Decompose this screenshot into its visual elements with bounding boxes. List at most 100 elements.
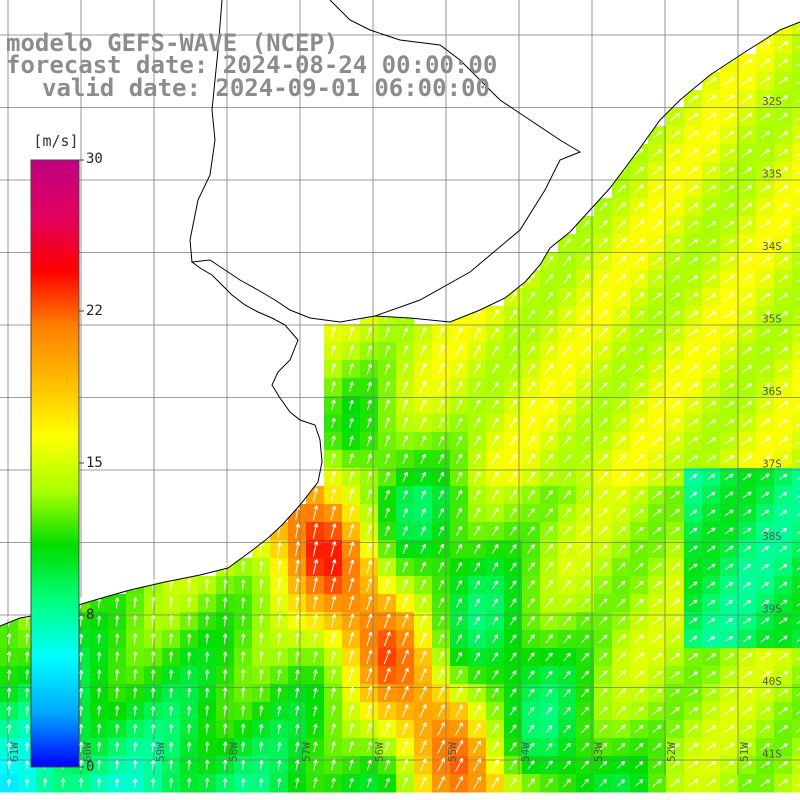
wind-arrow [707, 635, 716, 643]
wind-arrow [545, 490, 553, 500]
longitude-label: 54W [519, 742, 532, 762]
wind-arrow [633, 472, 645, 482]
wind-arrow [778, 599, 788, 607]
wind-arrow [777, 22, 789, 31]
wind-arrow [150, 760, 156, 770]
wind-arrow [402, 490, 408, 500]
wind-arrow [616, 761, 626, 769]
wind-arrow [777, 382, 789, 391]
wind-speed-cell [792, 540, 800, 559]
wind-arrow [402, 579, 409, 591]
wind-arrow [313, 651, 318, 663]
colorbar-tick: 30 [86, 151, 103, 167]
wind-arrow [331, 687, 336, 699]
longitude-label: 56W [373, 742, 386, 762]
wind-arrow [402, 381, 409, 393]
wind-arrow [313, 687, 318, 699]
wind-arrow [581, 778, 589, 788]
wind-arrow [616, 616, 626, 626]
wind-arrow [348, 686, 355, 700]
wind-arrow [348, 650, 355, 664]
wind-arrow [313, 723, 318, 735]
wind-arrow [616, 436, 626, 446]
wind-arrow [114, 597, 120, 609]
wind-speed-cell [792, 90, 800, 109]
wind-arrow [96, 615, 102, 627]
wind-arrow [688, 617, 698, 625]
wind-arrow [222, 615, 228, 627]
wind-speed-cell [792, 180, 800, 199]
wind-arrow [796, 729, 800, 733]
colorbar-tick: 8 [86, 607, 95, 623]
wind-arrow [778, 761, 789, 769]
wind-arrow [580, 454, 590, 464]
wind-arrow [777, 257, 789, 265]
wind-arrow [760, 581, 770, 589]
wind-arrow [313, 741, 318, 753]
wind-arrow [616, 418, 626, 428]
wind-arrow [348, 723, 354, 735]
wind-arrow [724, 635, 734, 643]
wind-arrow [544, 417, 554, 429]
wind-arrow [348, 541, 355, 557]
wind-arrow [723, 365, 735, 373]
wind-arrow [456, 580, 462, 590]
wind-arrow [652, 779, 662, 787]
wind-arrow [402, 435, 409, 447]
wind-arrow [526, 417, 536, 429]
wind-arrow [652, 490, 662, 499]
wind-arrow [669, 616, 681, 626]
wind-arrow [634, 743, 644, 751]
wind-arrow [795, 261, 800, 265]
wind-arrow [331, 650, 336, 663]
wind-arrow [545, 652, 553, 662]
coastline [0, 0, 800, 627]
wind-arrow [330, 326, 337, 340]
wind-arrow [402, 508, 408, 518]
wind-arrow [795, 333, 800, 337]
wind-arrow [492, 598, 499, 608]
wind-arrow [634, 670, 645, 680]
wind-arrow [796, 279, 800, 283]
wind-arrow [473, 417, 481, 429]
wind-arrow [724, 401, 735, 409]
wind-arrow [723, 455, 735, 463]
wind-arrow [313, 705, 318, 717]
wind-arrow [580, 292, 590, 302]
wind-arrow [616, 598, 626, 608]
wind-arrow [544, 598, 554, 608]
wind-arrow [616, 706, 626, 716]
longitude-label: 59W [154, 742, 167, 762]
wind-arrow [705, 364, 717, 373]
wind-arrow [473, 740, 482, 754]
wind-arrow [366, 507, 373, 519]
wind-arrow [491, 453, 499, 465]
wind-arrow [383, 667, 391, 683]
wind-arrow [132, 633, 138, 645]
wind-arrow [78, 759, 84, 770]
wind-arrow [760, 473, 770, 481]
wind-arrow [438, 471, 444, 482]
wind-arrow [616, 544, 626, 554]
wind-arrow [402, 722, 409, 736]
wind-arrow [598, 760, 608, 770]
wind-arrow [42, 778, 48, 788]
wind-arrow [168, 777, 174, 788]
wind-arrow [723, 725, 735, 733]
wind-arrow [724, 473, 734, 481]
wind-arrow [295, 541, 301, 557]
wind-arrow [598, 472, 608, 482]
wind-arrow [186, 578, 192, 591]
wind-arrow [545, 706, 553, 715]
wind-arrow [634, 274, 645, 284]
wind-arrow [742, 509, 752, 517]
wind-arrow [759, 311, 771, 319]
wind-arrow [706, 689, 717, 697]
wind-arrow [742, 491, 752, 499]
wind-arrow [455, 417, 463, 429]
wind-arrow [580, 382, 590, 392]
wind-arrow [669, 184, 681, 194]
wind-arrow [420, 490, 426, 500]
wind-arrow [240, 615, 246, 627]
wind-arrow [759, 293, 771, 301]
